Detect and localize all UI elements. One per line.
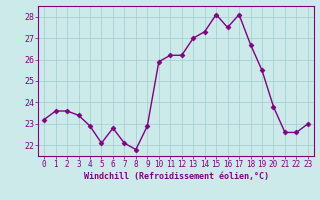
X-axis label: Windchill (Refroidissement éolien,°C): Windchill (Refroidissement éolien,°C): [84, 172, 268, 181]
